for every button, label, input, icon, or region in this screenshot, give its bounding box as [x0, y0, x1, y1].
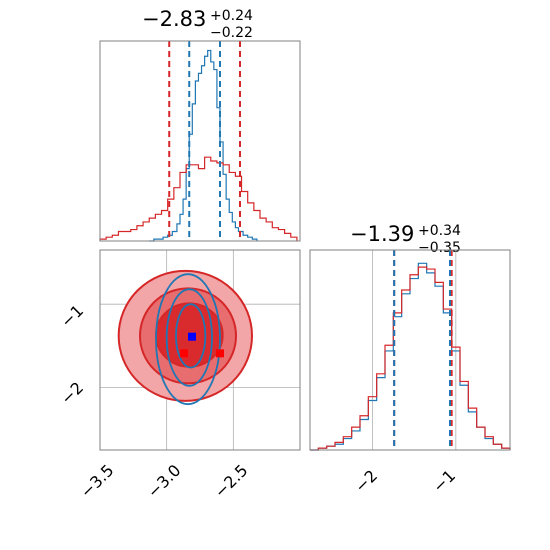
xtick-label-bottom-left-1: −3.0	[144, 461, 185, 502]
x-ticks-bottom-left: −3.5 −3.0 −2.5	[77, 461, 252, 502]
bottom-right-blue-histogram	[310, 262, 511, 451]
ytick-label-bottom-left-0: −1	[57, 301, 87, 331]
bottom-left-blue-contour-middle	[165, 288, 213, 387]
xtick-label-bottom-right-0: −2	[351, 466, 381, 496]
title-bottom-right: −1.39 +0.34 −0.35	[350, 222, 461, 256]
bottom-left-marker-2	[216, 349, 224, 358]
x-ticks-bottom-right: −2 −1	[351, 466, 459, 496]
top-left-frame	[99, 40, 301, 242]
bottom-right-red-histogram	[310, 266, 511, 451]
panel-bottom-right	[309, 249, 511, 451]
title-top-left: −2.83 +0.24 −0.22	[142, 7, 253, 41]
bottom-left-blue-contour-outer	[155, 273, 221, 406]
bottom-left-marker-1	[180, 349, 188, 358]
title-bottom-right-main: −1.39	[350, 222, 414, 246]
title-bottom-right-sup: +0.34	[418, 223, 461, 239]
title-bottom-right-sub: −0.35	[418, 240, 461, 256]
ytick-label-bottom-left-1: −2	[57, 378, 87, 408]
xtick-label-bottom-left-2: −2.5	[211, 461, 252, 502]
bottom-left-marker-0	[188, 332, 196, 341]
title-top-left-sub: −0.22	[210, 25, 253, 41]
panel-top-left	[99, 40, 301, 242]
bottom-right-frame	[309, 249, 511, 451]
bottom-left-blue-contour-inner	[175, 303, 207, 369]
xtick-label-bottom-left-0: −3.5	[77, 461, 118, 502]
panel-bottom-left	[99, 249, 301, 451]
y-ticks-bottom-left: −1 −2	[57, 301, 87, 408]
xtick-label-bottom-right-1: −1	[429, 466, 459, 496]
top-left-blue-histogram	[149, 49, 258, 242]
bottom-left-frame	[99, 249, 301, 451]
title-top-left-sup: +0.24	[210, 8, 253, 24]
top-left-red-histogram	[99, 156, 298, 241]
title-top-left-main: −2.83	[142, 7, 206, 31]
